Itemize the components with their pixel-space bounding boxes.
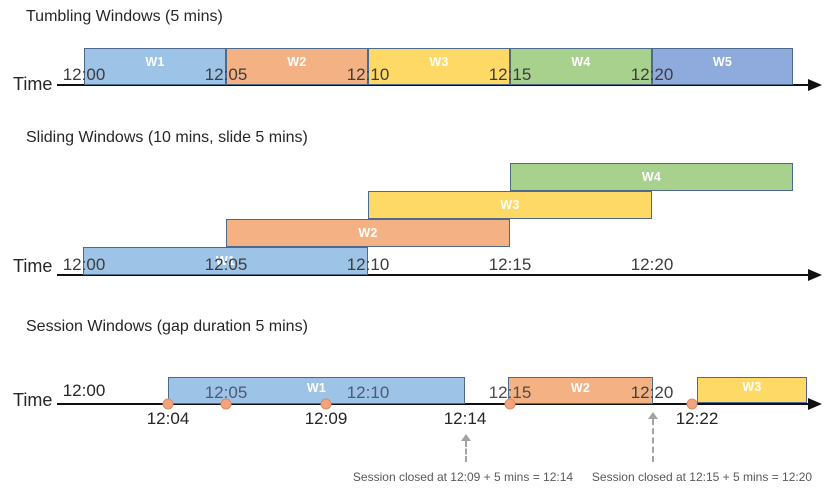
window-box-w3: W3 (368, 48, 510, 85)
tick-label: 12:15 (488, 65, 532, 84)
event-time-label: 12:04 (146, 409, 190, 428)
tick-label: 12:20 (630, 383, 674, 402)
time-axis-label: Time (13, 256, 53, 276)
callout-arrow-line (465, 441, 467, 462)
window-box-w1: W1 (83, 247, 368, 275)
tick-label: 12:15 (488, 255, 532, 274)
section-title-session: Session Windows (gap duration 5 mins) (26, 318, 308, 335)
window-box-w3: W3 (697, 377, 807, 403)
window-box-w2: W2 (508, 377, 653, 404)
window-box-w4: W4 (510, 48, 652, 85)
tick-label: 12:10 (346, 255, 390, 274)
window-box-w2: W2 (226, 48, 368, 85)
tick-label: 12:05 (204, 255, 248, 274)
tick-label: 12:15 (488, 383, 532, 402)
event-time-label: 12:09 (304, 409, 348, 428)
window-label: W4 (641, 170, 662, 184)
tick-label: 12:10 (346, 65, 390, 84)
window-label: W1 (306, 380, 327, 395)
callout-arrow-up-icon (648, 412, 658, 419)
window-box-w1: W1 (84, 48, 226, 85)
tick-label: 12:05 (204, 65, 248, 84)
tick-label: 12:20 (630, 65, 674, 84)
event-time-label: 12:22 (675, 409, 719, 428)
window-box-w4: W4 (510, 163, 793, 191)
timeline-line (57, 84, 808, 86)
event-dot (162, 398, 174, 410)
event-dot (686, 398, 698, 410)
window-box-w2: W2 (226, 219, 510, 247)
section-title-sliding: Sliding Windows (10 mins, slide 5 mins) (26, 129, 308, 146)
callout-arrow-up-icon (461, 434, 471, 441)
timeline-line (57, 403, 808, 405)
timeline-arrowhead-icon (808, 79, 822, 91)
tick-label: 12:00 (62, 255, 106, 274)
event-time-label: 12:14 (443, 409, 487, 428)
window-box-w3: W3 (368, 191, 652, 219)
window-label: W2 (570, 380, 591, 395)
window-label: W3 (500, 198, 520, 212)
window-label: W2 (358, 226, 378, 240)
window-label: W2 (287, 54, 307, 69)
event-dot (504, 398, 516, 410)
tick-label: 12:05 (204, 383, 248, 402)
time-axis-label: Time (13, 74, 53, 94)
timeline-line (57, 274, 808, 276)
section-title-tumbling: Tumbling Windows (5 mins) (26, 8, 223, 25)
time-axis-label: Time (13, 390, 53, 410)
tick-label: 12:00 (62, 65, 106, 84)
session-closed-annotation: Session closed at 12:15 + 5 mins = 12:20 (591, 470, 813, 484)
window-label: W3 (429, 54, 449, 69)
window-box-w1: W1 (168, 377, 465, 404)
timeline-arrowhead-icon (808, 269, 822, 281)
window-label: W5 (712, 54, 733, 69)
window-label: W1 (145, 54, 165, 69)
window-label: W1 (215, 254, 236, 268)
tick-label: 12:20 (630, 255, 674, 274)
event-dot (320, 398, 332, 410)
window-label: W3 (742, 380, 762, 394)
event-dot (220, 398, 232, 410)
timeline-arrowhead-icon (808, 398, 822, 410)
window-label: W4 (571, 54, 591, 69)
callout-arrow-line (652, 419, 654, 462)
tick-label: 12:00 (62, 381, 106, 400)
session-closed-annotation: Session closed at 12:09 + 5 mins = 12:14 (352, 470, 574, 484)
tick-label: 12:10 (346, 383, 390, 402)
window-box-w5: W5 (652, 48, 793, 85)
